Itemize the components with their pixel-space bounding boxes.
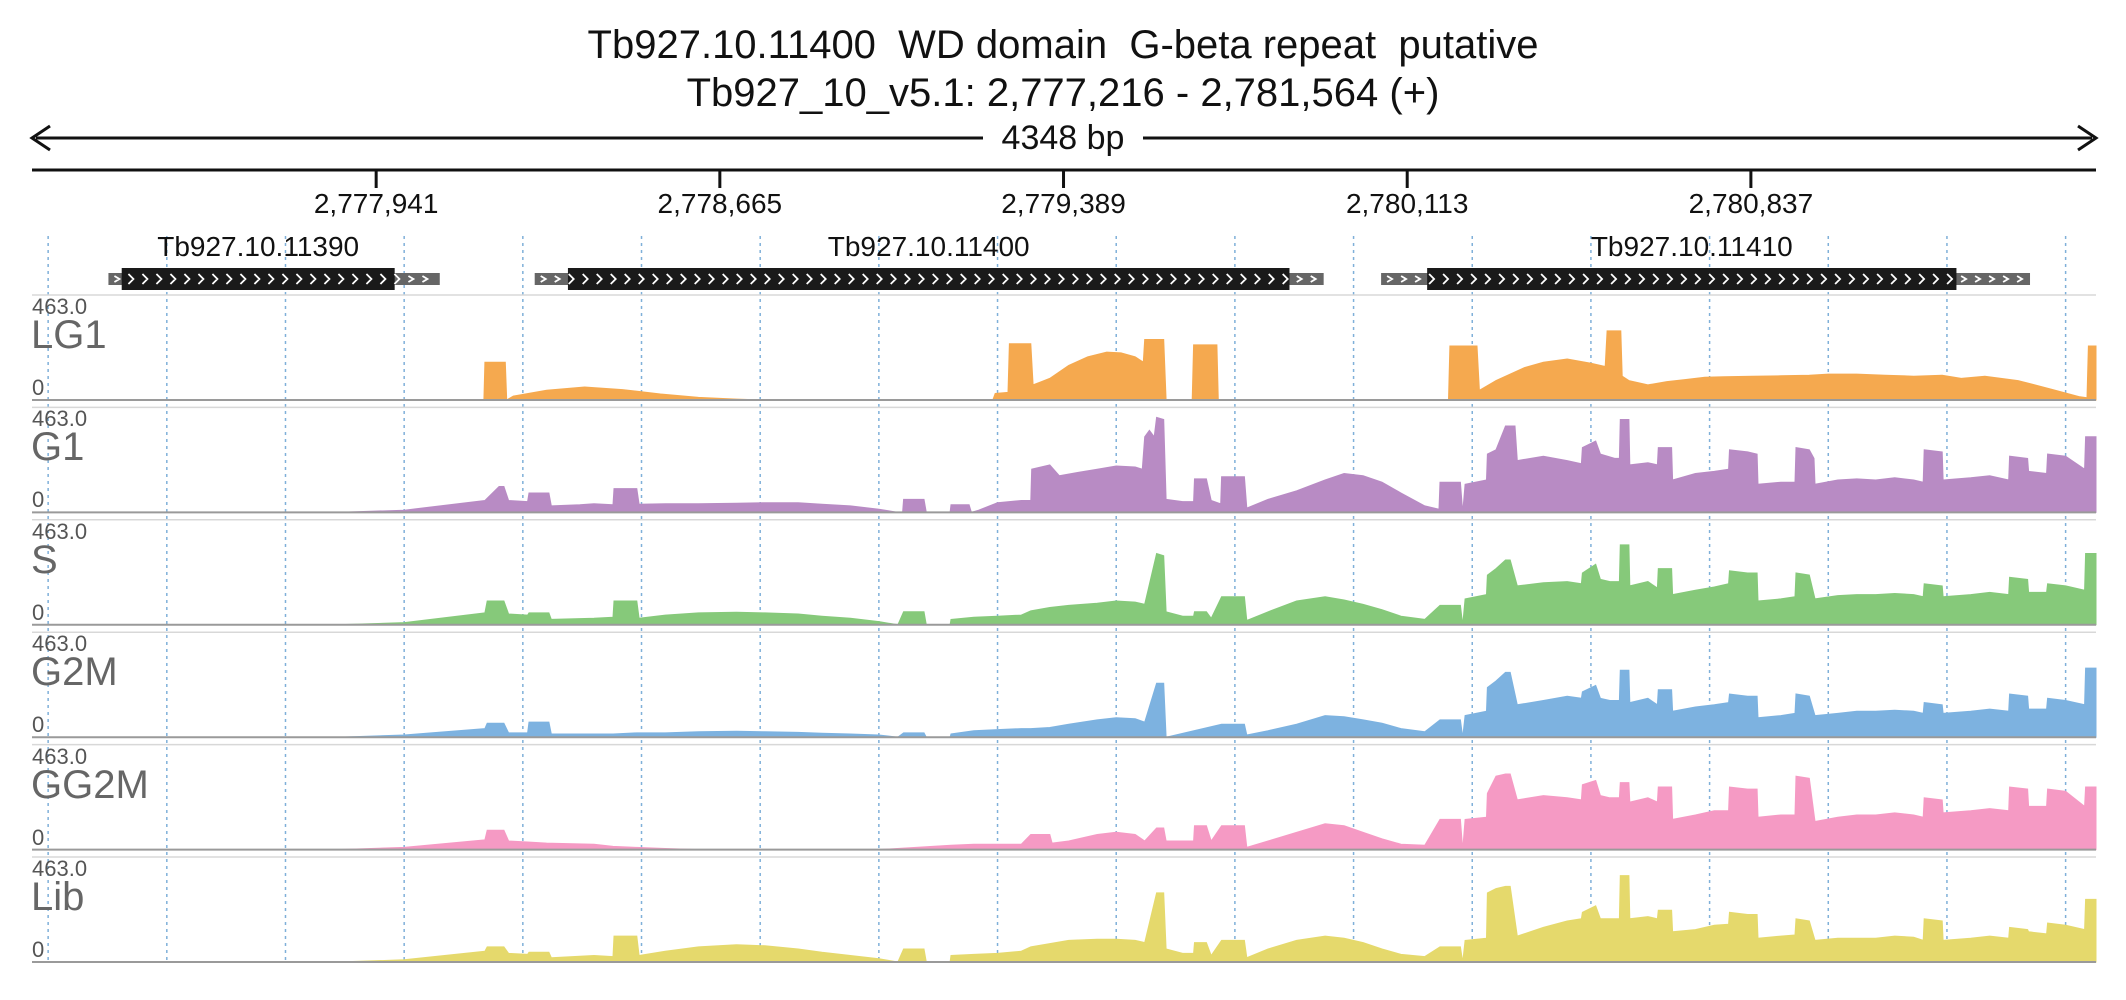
track-max-label: 463.0 (32, 294, 88, 319)
coverage-area-lib (337, 875, 2097, 963)
coverage-area-g2m (337, 667, 2097, 738)
vertical-gridlines (47, 236, 2067, 962)
coverage-tracks (32, 294, 2097, 963)
x-tick-label: 2,777,941 (313, 188, 439, 219)
gene-label: Tb927.10.11410 (1590, 231, 1793, 262)
strand-chevrons (540, 273, 1318, 285)
strand-chevrons (113, 273, 430, 285)
track-max-label: 463.0 (32, 406, 88, 432)
chart-subtitle: Tb927_10_v5.1: 2,777,216 - 2,781,564 (+) (686, 71, 1440, 115)
chart-title: Tb927.10.11400 WD domain G-beta repeat p… (587, 23, 1539, 67)
track-name: LG1 (31, 313, 107, 357)
coverage-area-gg2m (337, 773, 2097, 851)
track-name: Lib (31, 875, 85, 919)
x-tick-label: 2,780,113 (1345, 188, 1469, 219)
gene-body (567, 268, 1290, 290)
track-zero-label: 0 (32, 824, 45, 850)
track-zero-label: 0 (32, 937, 45, 962)
coverage-area-g1 (337, 416, 2097, 514)
gene-label: Tb927.10.11400 (827, 231, 1030, 262)
track-name: GG2M (31, 762, 149, 807)
track-max-label: 463.0 (32, 518, 88, 544)
track-name: S (31, 537, 58, 582)
x-tick-label: 2,780,837 (1688, 188, 1814, 219)
gene-body (1427, 268, 1957, 290)
x-tick-label: 2,779,389 (1001, 188, 1126, 219)
track-zero-label: 0 (32, 712, 45, 738)
track-max-label: 463.0 (32, 856, 88, 881)
track-name: G1 (31, 425, 85, 470)
coverage-area-lg1 (483, 330, 2097, 401)
span-arrow-left-head (29, 124, 51, 152)
span-arrow-right-head (2077, 124, 2099, 152)
span-length-label: 4348 bp (983, 118, 1143, 158)
coverage-area-s (337, 544, 2097, 626)
gene-label: Tb927.10.11390 (157, 231, 360, 262)
track-max-label: 463.0 (32, 743, 88, 769)
track-name: G2M (31, 650, 118, 695)
track-zero-label: 0 (32, 375, 45, 400)
x-tick-label: 2,778,665 (657, 188, 783, 219)
track-max-label: 463.0 (32, 631, 88, 657)
strand-chevrons (1386, 273, 2024, 285)
track-zero-label: 0 (32, 599, 45, 625)
gene-models (108, 268, 2031, 290)
track-zero-label: 0 (32, 487, 45, 513)
